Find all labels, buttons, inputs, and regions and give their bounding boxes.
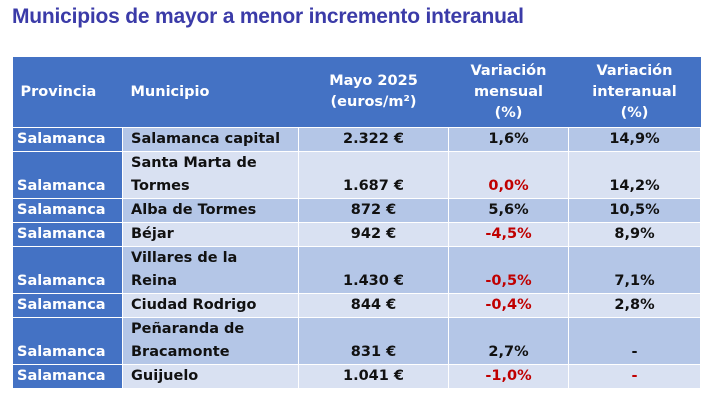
header-provincia: Provincia: [12, 57, 123, 128]
municipio-line: Santa Marta de: [131, 155, 257, 171]
municipio-line: Tormes: [131, 178, 190, 194]
municipio-line: Salamanca capital: [131, 131, 281, 147]
cell-variacion-interanual: 14,9%: [568, 127, 701, 152]
municipio-line: Reina: [131, 273, 178, 289]
header-mayo-2025: Mayo 2025 (euros/m²): [298, 57, 449, 128]
cell-precio: 2.322 €: [298, 127, 449, 152]
cell-precio: 844 €: [298, 293, 449, 318]
cell-municipio: Villares de la Reina: [122, 246, 299, 294]
header-line: mensual: [474, 83, 543, 100]
cell-variacion-mensual: -0,5%: [448, 246, 569, 294]
cell-variacion-interanual: 14,2%: [568, 151, 701, 199]
cell-municipio: Salamanca capital: [122, 127, 299, 152]
cell-variacion-interanual: 8,9%: [568, 222, 701, 247]
table-row: Salamanca Béjar 942 € -4,5% 8,9%: [12, 222, 701, 247]
cell-municipio: Ciudad Rodrigo: [122, 293, 299, 318]
municipio-line: Ciudad Rodrigo: [131, 297, 257, 313]
table-row: Salamanca Alba de Tormes 872 €5,6% 10,5%: [12, 198, 701, 223]
cell-provincia: Salamanca: [12, 127, 123, 152]
municipios-table: Provincia Municipio Mayo 2025 (euros/m²)…: [12, 57, 701, 389]
cell-precio: 872 €: [298, 198, 449, 223]
header-line: Variación: [470, 62, 547, 79]
cell-provincia: Salamanca: [12, 151, 123, 199]
cell-provincia: Salamanca: [12, 198, 123, 223]
header-municipio: Municipio: [122, 57, 299, 128]
cell-municipio: Guijuelo: [122, 364, 299, 389]
cell-variacion-mensual: 2,7%: [448, 317, 569, 365]
cell-municipio: Peñaranda de Bracamonte: [122, 317, 299, 365]
cell-precio: 1.041 €: [298, 364, 449, 389]
municipio-line: Peñaranda de: [131, 321, 245, 337]
cell-variacion-mensual: 1,6%: [448, 127, 569, 152]
table-row: Salamanca Salamanca capital 2.322 €1,6% 14,…: [12, 127, 701, 152]
municipio-line: Alba de Tormes: [131, 202, 257, 218]
cell-variacion-interanual: 7,1%: [568, 246, 701, 294]
cell-provincia: Salamanca: [12, 246, 123, 294]
page-title: Municipios de mayor a menor incremento i…: [12, 5, 524, 28]
cell-variacion-mensual: 0,0%: [448, 151, 569, 199]
table-row: Salamanca Guijuelo 1.041 € -1,0% -: [12, 364, 701, 389]
header-line: interanual: [592, 83, 677, 100]
cell-variacion-interanual: 10,5%: [568, 198, 701, 223]
municipio-line: Béjar: [131, 226, 174, 242]
cell-precio: 1.430 €: [298, 246, 449, 294]
cell-variacion-interanual: -: [568, 364, 701, 389]
table-header-row: Provincia Municipio Mayo 2025 (euros/m²)…: [12, 57, 701, 128]
cell-variacion-interanual: -: [568, 317, 701, 365]
cell-municipio: Santa Marta de Tormes: [122, 151, 299, 199]
municipio-line: Guijuelo: [131, 368, 199, 384]
cell-municipio: Alba de Tormes: [122, 198, 299, 223]
header-line: Variación: [596, 62, 673, 79]
cell-precio: 831 €: [298, 317, 449, 365]
table-row: Salamanca Villares de la Reina 1.430 € -0,5%…: [12, 246, 701, 294]
cell-precio: 1.687 €: [298, 151, 449, 199]
municipio-line: Bracamonte: [131, 344, 230, 360]
cell-provincia: Salamanca: [12, 364, 123, 389]
cell-municipio: Béjar: [122, 222, 299, 247]
cell-variacion-mensual: 5,6%: [448, 198, 569, 223]
cell-variacion-mensual: -0,4%: [448, 293, 569, 318]
header-line: (%): [494, 104, 523, 121]
header-variacion-interanual: Variación interanual (%): [568, 57, 701, 128]
cell-provincia: Salamanca: [12, 317, 123, 365]
header-variacion-mensual: Variación mensual (%): [448, 57, 569, 128]
cell-variacion-mensual: -4,5%: [448, 222, 569, 247]
table-row: Salamanca Ciudad Rodrigo 844 € -0,4% 2,8%: [12, 293, 701, 318]
header-line: (euros/m²): [330, 94, 417, 110]
municipio-line: Villares de la: [131, 250, 238, 266]
cell-variacion-mensual: -1,0%: [448, 364, 569, 389]
header-line: Mayo 2025: [329, 73, 418, 89]
header-line: (%): [620, 104, 649, 121]
table-row: Salamanca Peñaranda de Bracamonte 831 €2,7%…: [12, 317, 701, 365]
cell-precio: 942 €: [298, 222, 449, 247]
cell-provincia: Salamanca: [12, 293, 123, 318]
cell-provincia: Salamanca: [12, 222, 123, 247]
table-row: Salamanca Santa Marta de Tormes 1.687 €0,0%…: [12, 151, 701, 199]
cell-variacion-interanual: 2,8%: [568, 293, 701, 318]
